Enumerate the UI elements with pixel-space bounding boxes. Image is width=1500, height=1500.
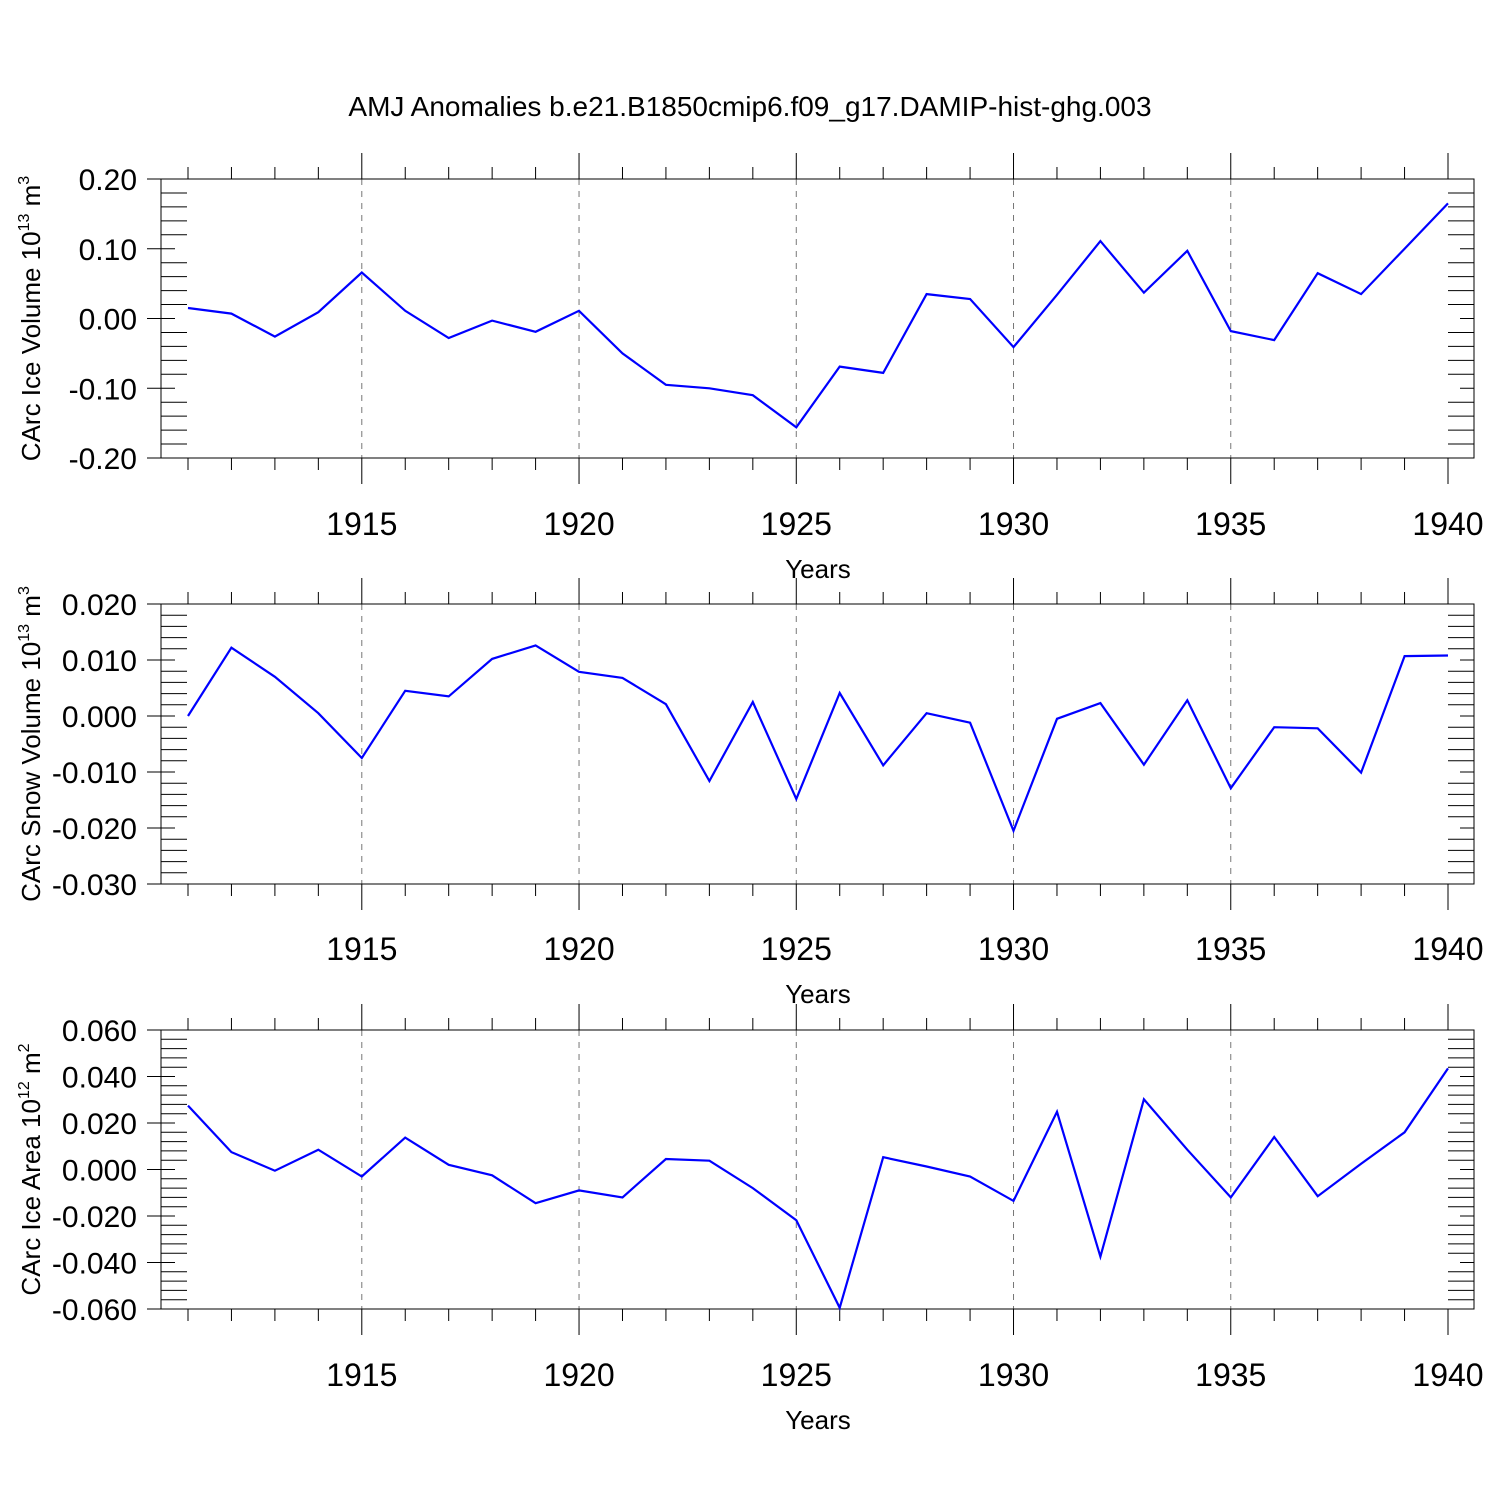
x-tick-label: 1935 (1195, 506, 1266, 542)
y-axis-label: CArc Snow Volume 1013 m3 (16, 586, 46, 902)
panel-1: 0.20 0.10 0.00 -0.10 -0.20 1915 1920 1925 1930 19… (16, 153, 1484, 584)
y-tick-label: -0.040 (52, 1248, 137, 1281)
y-axis-label: CArc Ice Area 1012 m2 (16, 1043, 46, 1295)
x-tick-label: 1940 (1412, 931, 1483, 967)
y-tick-label: 0.020 (62, 589, 137, 622)
y-tick-label: -0.060 (52, 1294, 137, 1327)
panel-2: 0.020 0.010 0.000 -0.010 -0.020 -0.030 1915 192… (16, 578, 1484, 1009)
x-tick-label: 1920 (543, 1357, 614, 1393)
x-tick-label: 1935 (1195, 1357, 1266, 1393)
x-tick-label: 1930 (978, 1357, 1049, 1393)
series-line (187, 202, 1449, 429)
x-tick-label: 1940 (1412, 506, 1483, 542)
chart-title: AMJ Anomalies b.e21.B1850cmip6.f09_g17.D… (348, 91, 1151, 122)
y-tick-label: 0.000 (62, 1155, 137, 1188)
y-tick-label: -0.020 (52, 1201, 137, 1234)
y-tick-label: 0.040 (62, 1062, 137, 1095)
y-tick-label: -0.10 (69, 373, 137, 406)
y-tick-label: 0.10 (79, 234, 137, 267)
y-tick-label: 0.20 (79, 164, 137, 197)
x-tick-label: 1930 (978, 506, 1049, 542)
plot-frame (160, 603, 1475, 885)
y-tick-label: -0.020 (52, 813, 137, 846)
series-line (187, 1067, 1449, 1311)
x-tick-label: 1920 (543, 931, 614, 967)
x-axis-label: Years (785, 554, 851, 584)
x-axis-label: Years (785, 979, 851, 1009)
y-tick-label: -0.010 (52, 757, 137, 790)
x-tick-label: 1940 (1412, 1357, 1483, 1393)
x-tick-label: 1925 (761, 1357, 832, 1393)
series-line (187, 644, 1449, 834)
y-tick-label: 0.020 (62, 1108, 137, 1141)
plot-frame (160, 1029, 1475, 1310)
y-axis-label: CArc Ice Volume 1013 m3 (16, 176, 46, 461)
x-tick-label: 1935 (1195, 931, 1266, 967)
y-tick-label: 0.000 (62, 701, 137, 734)
plot-frame (160, 178, 1475, 459)
x-tick-label: 1915 (326, 931, 397, 967)
x-axis-label: Years (785, 1405, 851, 1435)
panel-3: 0.060 0.040 0.020 0.000 -0.020 -0.040 -0.060 19… (16, 1004, 1484, 1435)
y-tick-label: 0.060 (62, 1015, 137, 1048)
x-tick-label: 1915 (326, 506, 397, 542)
y-tick-label: 0.010 (62, 645, 137, 678)
x-tick-label: 1930 (978, 931, 1049, 967)
x-tick-label: 1915 (326, 1357, 397, 1393)
y-tick-label: 0.00 (79, 304, 137, 337)
x-tick-label: 1920 (543, 506, 614, 542)
x-tick-label: 1925 (761, 506, 832, 542)
y-tick-label: -0.20 (69, 443, 137, 476)
y-tick-label: -0.030 (52, 869, 137, 902)
x-tick-label: 1925 (761, 931, 832, 967)
